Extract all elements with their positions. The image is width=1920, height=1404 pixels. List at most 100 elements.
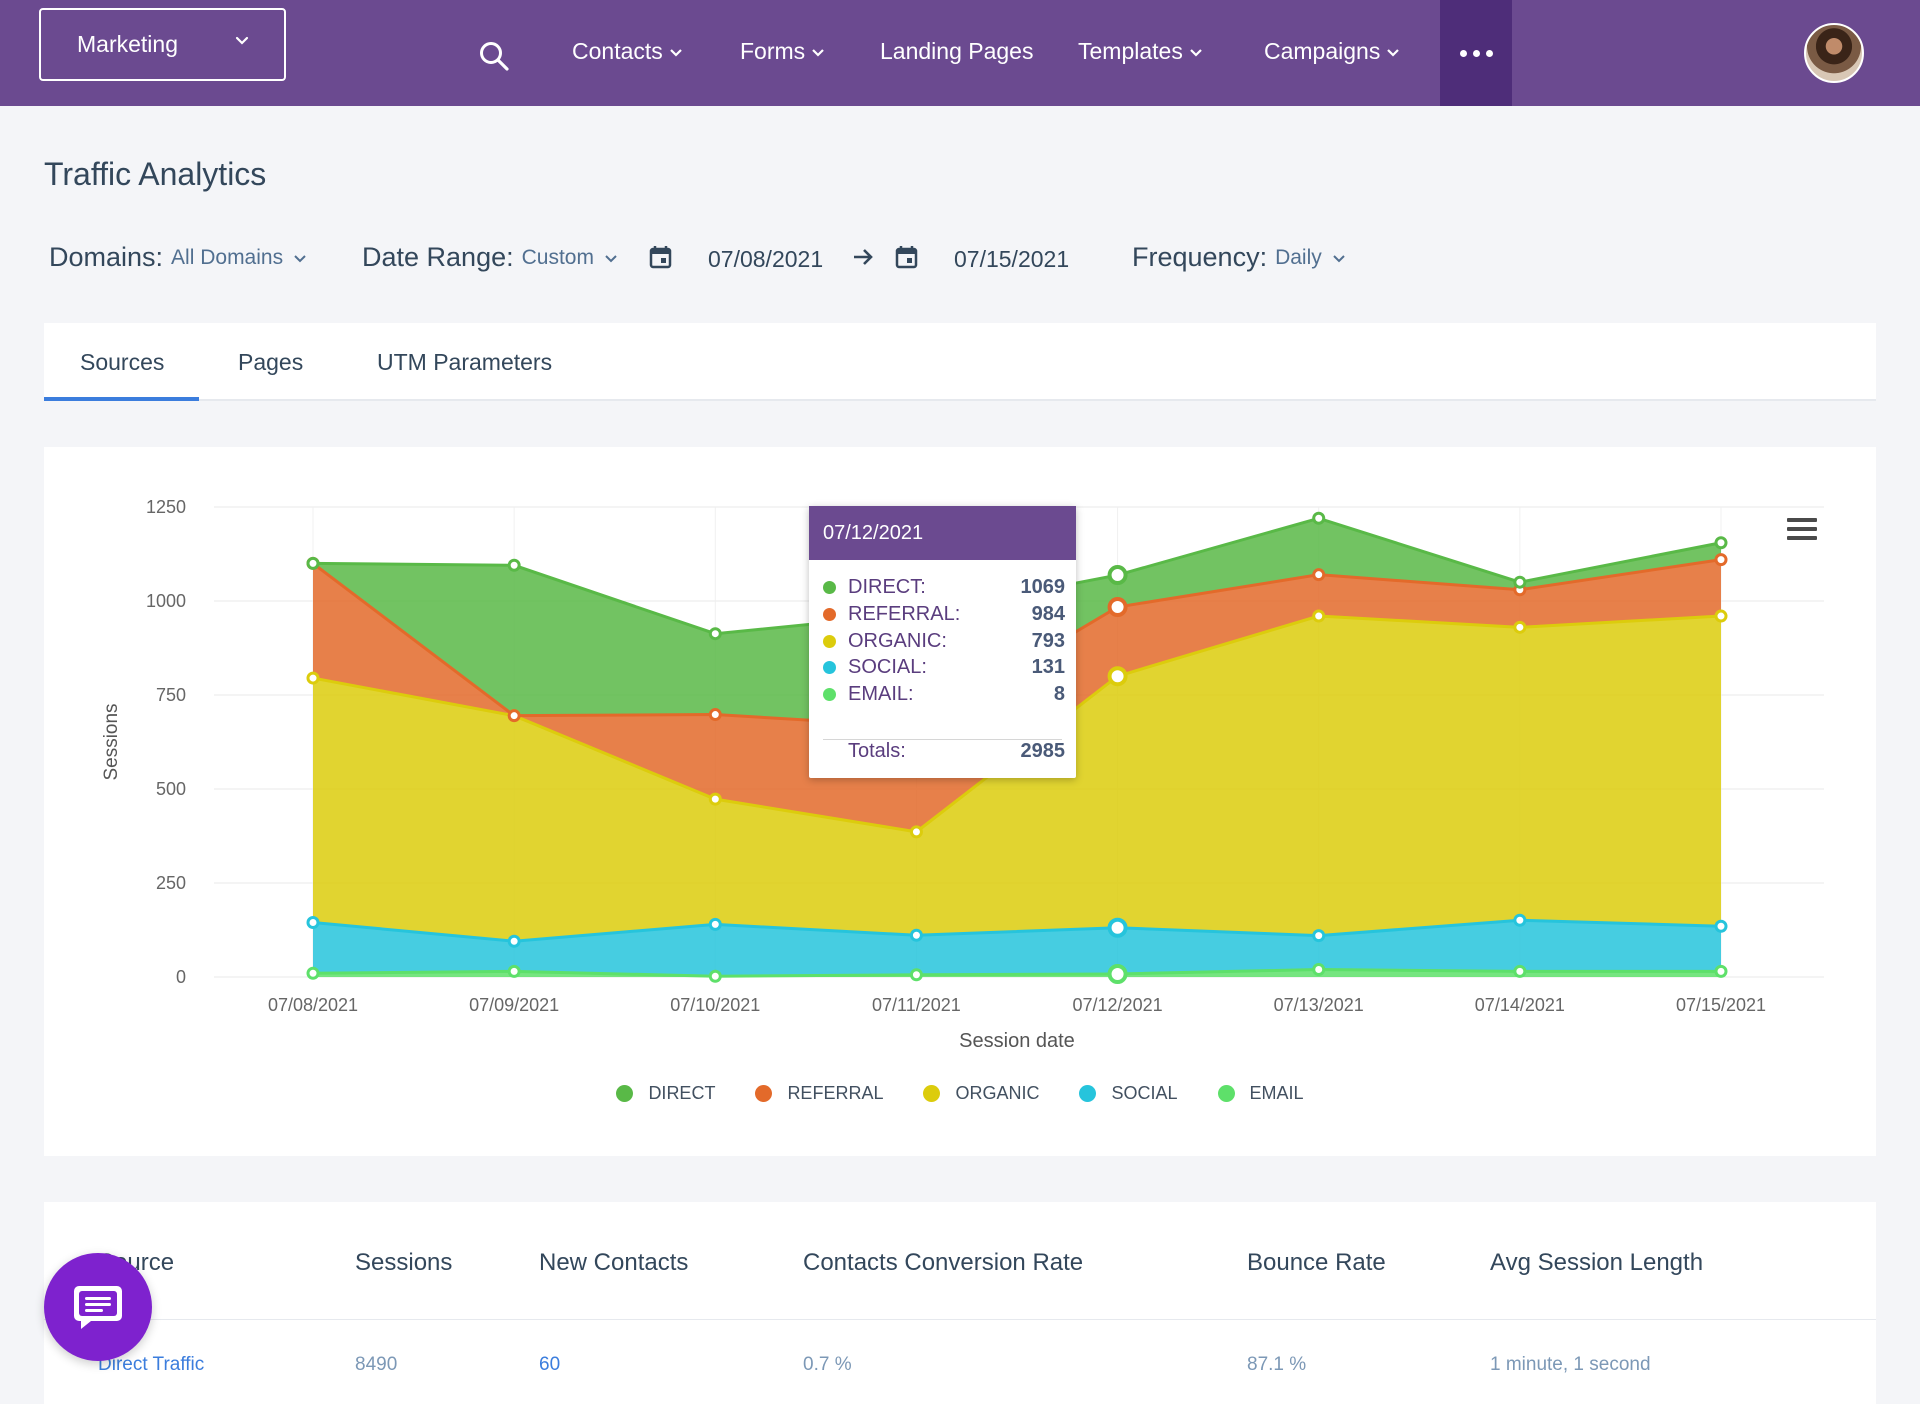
point-email (708, 969, 722, 983)
table-cell-conversion: 0.7 % (803, 1354, 852, 1375)
x-tick-label: 07/11/2021 (872, 995, 961, 1015)
legend-dot-icon (823, 580, 836, 594)
legend-dot-icon (1079, 1085, 1097, 1102)
chat-bubble-icon (74, 1286, 122, 1329)
calendar-icon[interactable] (895, 245, 918, 269)
legend-dot-icon (1217, 1085, 1235, 1102)
chat-button[interactable] (44, 1253, 152, 1361)
table-cell-new-contacts-link[interactable]: 60 (539, 1354, 561, 1375)
legend-item-social[interactable]: SOCIAL (1079, 1083, 1178, 1104)
chevron-down-icon (605, 254, 617, 262)
point-direct (1312, 511, 1326, 525)
legend-item-email[interactable]: EMAIL (1217, 1083, 1304, 1104)
nav-templates[interactable]: Templates (1078, 38, 1203, 65)
nav-campaigns[interactable]: Campaigns (1264, 38, 1400, 65)
point-organic (1513, 620, 1527, 634)
nav-landing-pages[interactable]: Landing Pages (880, 38, 1033, 65)
point-referral (507, 709, 521, 723)
hamburger-menu-icon[interactable] (1787, 516, 1817, 542)
y-tick-label: 1000 (146, 591, 186, 611)
point-social (507, 934, 521, 948)
point-referral (1714, 553, 1728, 567)
table-cell-sessions: 8490 (355, 1354, 398, 1375)
legend-label: DIRECT (648, 1083, 716, 1103)
domains-filter[interactable]: Domains: All Domains (49, 242, 307, 273)
legend-label: SOCIAL (1111, 1083, 1178, 1103)
legend-item-referral[interactable]: REFERRAL (755, 1083, 883, 1104)
more-dot-icon (1472, 49, 1480, 57)
tabs-bar: Sources Pages UTM Parameters (44, 323, 1876, 401)
legend-item-organic[interactable]: ORGANIC (923, 1083, 1039, 1104)
avatar[interactable] (1804, 23, 1864, 83)
line-social (312, 918, 1722, 943)
date-range-filter-value: Custom (521, 245, 594, 269)
point-email (1107, 963, 1128, 984)
point-social (306, 915, 320, 929)
tooltip-total-label: Totals: (848, 739, 906, 762)
point-social (1312, 929, 1326, 943)
tab-sources[interactable]: Sources (80, 349, 165, 375)
tab-pages[interactable]: Pages (238, 349, 304, 375)
x-tick-label: 07/10/2021 (670, 995, 760, 1015)
column-header-avg-session-length[interactable]: Avg Session Length (1490, 1249, 1704, 1276)
x-tick-label: 07/08/2021 (268, 995, 358, 1015)
chart-panel: 0 250 500 750 1000 1250 07/08/2021 07/09/2021 07… (44, 447, 1876, 1156)
y-tick-label: 0 (176, 967, 186, 987)
legend-label: REFERRAL (787, 1083, 884, 1103)
y-tick-label: 750 (156, 685, 186, 705)
chevron-down-icon (669, 48, 682, 57)
point-social (708, 917, 722, 931)
nav-forms-label: Forms (740, 38, 806, 64)
search-icon[interactable] (478, 40, 510, 72)
nav-contacts[interactable]: Contacts (572, 38, 683, 65)
tooltip-date: 07/12/2021 (809, 506, 1076, 560)
tooltip-row-label: DIRECT: (848, 575, 926, 598)
date-range-filter[interactable]: Date Range: Custom (362, 242, 618, 273)
x-tick-label: 07/12/2021 (1073, 995, 1163, 1015)
point-direct (1714, 536, 1728, 550)
legend-dot-icon (823, 607, 836, 621)
area-organic (313, 616, 1721, 942)
tooltip-row-organic: ORGANIC: 793 (823, 628, 1065, 654)
column-header-sessions[interactable]: Sessions (355, 1249, 453, 1276)
tab-utm-parameters[interactable]: UTM Parameters (377, 349, 553, 375)
calendar-icon[interactable] (649, 245, 672, 269)
column-header-conversion-rate[interactable]: Contacts Conversion Rate (803, 1249, 1084, 1276)
nav-forms[interactable]: Forms (740, 38, 825, 65)
account-select[interactable]: Marketing (39, 8, 286, 81)
chevron-down-icon (235, 36, 249, 45)
tooltip-row-value: 8 (1053, 682, 1065, 705)
nav-landing-pages-label: Landing Pages (880, 38, 1034, 64)
point-direct (507, 558, 521, 572)
column-header-bounce-rate[interactable]: Bounce Rate (1247, 1249, 1386, 1276)
legend-dot-icon (755, 1085, 773, 1102)
end-date-input[interactable]: 07/15/2021 (954, 246, 1070, 272)
legend-item-direct[interactable]: DIRECT (616, 1083, 715, 1104)
frequency-filter[interactable]: Frequency: Daily (1132, 242, 1346, 273)
legend-dot-icon (823, 634, 836, 648)
x-tick-label: 07/13/2021 (1274, 995, 1364, 1015)
start-date-input[interactable]: 07/08/2021 (708, 246, 824, 272)
point-social (909, 928, 923, 942)
nav-templates-label: Templates (1078, 38, 1183, 64)
table-cell-source-link[interactable]: Direct Traffic (98, 1354, 205, 1375)
legend-label: ORGANIC (955, 1083, 1040, 1103)
tooltip-row-value: 984 (1031, 602, 1065, 625)
table-cell-avg-length: 1 minute, 1 second (1490, 1354, 1651, 1375)
arrow-right-icon (854, 249, 873, 265)
tooltip-row-value: 1069 (1020, 575, 1066, 598)
top-navbar: Marketing Contacts Forms Landing Pages T… (0, 0, 1920, 106)
tooltip-row-social: SOCIAL: 131 (823, 654, 1065, 680)
more-dot-icon (1459, 49, 1467, 57)
column-header-new-contacts[interactable]: New Contacts (539, 1249, 689, 1276)
point-email (909, 968, 923, 982)
date-range-filter-label: Date Range: (362, 242, 514, 272)
chart-tooltip: 07/12/2021 DIRECT: 1069 REFERRAL: 984 OR… (809, 506, 1076, 778)
chevron-down-icon (812, 48, 824, 57)
tooltip-row-label: EMAIL: (848, 682, 914, 705)
legend-dot-icon (823, 687, 836, 701)
page-title: Traffic Analytics (44, 156, 267, 192)
legend-label: EMAIL (1249, 1083, 1304, 1103)
more-menu-button[interactable] (1440, 0, 1512, 106)
point-email (1513, 964, 1527, 978)
